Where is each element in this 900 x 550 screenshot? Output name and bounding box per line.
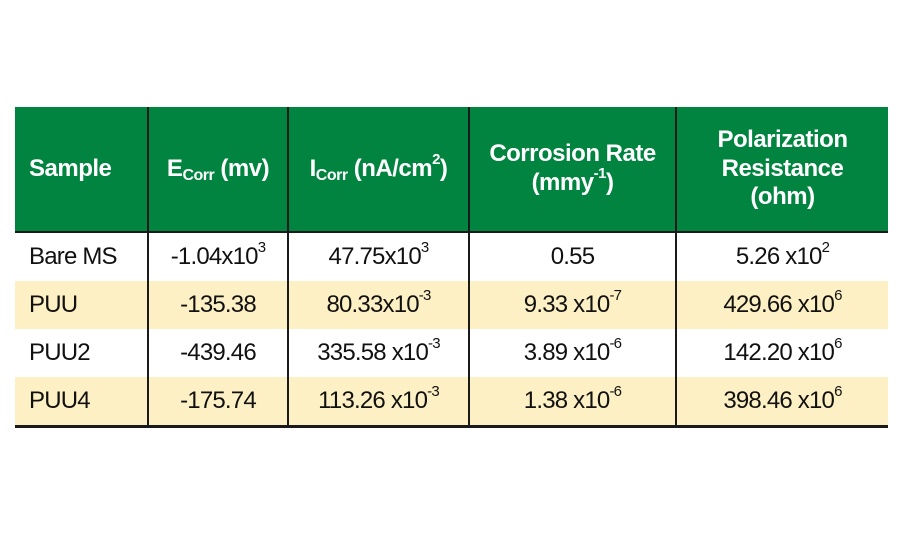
header-icorr-symbol: I	[309, 154, 317, 182]
header-polarization-resistance: Polarization Resistance (ohm)	[675, 107, 888, 232]
cell-value: 0.55	[550, 243, 595, 270]
cell-icorr: 113.26 x10-3	[287, 377, 469, 428]
header-pol-line3: (ohm)	[750, 183, 815, 211]
cell-value: -1.04x10	[170, 243, 259, 270]
table-row: Bare MS -1.04x103 47.75x103 0.55 5.26 x102	[15, 231, 888, 281]
cell-ecorr: -439.46	[147, 329, 288, 377]
cell-sample: PUU	[15, 281, 148, 329]
header-pol-line2: Resistance	[721, 154, 844, 182]
header-rate-unit: (mmy	[531, 169, 595, 196]
header-icorr-unit: (nA/cm	[347, 154, 433, 182]
header-rate-close: )	[605, 169, 614, 196]
header-pol-line1: Polarization	[717, 125, 848, 153]
cell-icorr: 47.75x103	[287, 231, 469, 281]
header-corrosion-rate: Corrosion Rate (mmy-1)	[468, 107, 676, 232]
cell-value: 3.89 x10	[523, 339, 610, 366]
cell-sample: Bare MS	[15, 231, 148, 281]
cell-value: 398.46 x10	[723, 387, 835, 414]
header-ecorr-sub: Corr	[182, 166, 215, 184]
cell-exponent: -3	[428, 335, 441, 352]
cell-value: -135.38	[180, 291, 257, 318]
cell-exponent: 6	[834, 335, 842, 352]
cell-rate: 1.38 x10-6	[468, 377, 676, 428]
cell-exponent: -7	[609, 287, 622, 304]
cell-resistance: 429.66 x106	[675, 281, 888, 329]
cell-ecorr: -175.74	[147, 377, 288, 428]
table-row: PUU -135.38 80.33x10-3 9.33 x10-7 429.66 x10…	[15, 281, 888, 329]
table-row: PUU2 -439.46 335.58 x10-3 3.89 x10-6 142.20 …	[15, 329, 888, 377]
cell-exponent: -3	[427, 383, 440, 400]
corrosion-data-table: Sample ECorr (mv) ICorr (nA/cm2) Corrosi…	[15, 107, 888, 428]
cell-rate: 9.33 x10-7	[468, 281, 676, 329]
cell-exponent: -6	[609, 335, 622, 352]
cell-ecorr: -1.04x103	[147, 231, 288, 281]
header-ecorr-symbol: E	[166, 154, 183, 182]
header-row: Sample ECorr (mv) ICorr (nA/cm2) Corrosi…	[15, 107, 888, 232]
cell-value: -439.46	[180, 339, 257, 366]
cell-value: 429.66 x10	[723, 291, 835, 318]
cell-sample: PUU4	[15, 377, 148, 428]
cell-value: 335.58 x10	[317, 339, 429, 366]
cell-exponent: 3	[420, 239, 429, 256]
cell-rate: 0.55	[468, 231, 676, 281]
header-icorr: ICorr (nA/cm2)	[287, 107, 469, 232]
cell-rate: 3.89 x10-6	[468, 329, 676, 377]
cell-value: 1.38 x10	[523, 387, 610, 414]
cell-value: 9.33 x10	[523, 291, 610, 318]
cell-value: 142.20 x10	[723, 339, 835, 366]
cell-exponent: 2	[821, 239, 830, 256]
cell-ecorr: -135.38	[147, 281, 288, 329]
cell-value: -175.74	[180, 387, 257, 414]
header-ecorr-unit: (mv)	[214, 154, 270, 182]
cell-exponent: -6	[609, 383, 622, 400]
cell-value: 80.33x10	[326, 291, 419, 318]
table-row: PUU4 -175.74 113.26 x10-3 1.38 x10-6 398.46 …	[15, 377, 888, 428]
cell-exponent: -3	[418, 287, 432, 304]
cell-sample: PUU2	[29, 339, 91, 366]
header-ecorr: ECorr (mv)	[147, 107, 288, 232]
cell-resistance: 142.20 x106	[675, 329, 888, 377]
cell-icorr: 80.33x10-3	[287, 281, 469, 329]
cell-exponent: 3	[257, 239, 266, 256]
header-rate-label: Corrosion Rate	[489, 140, 656, 168]
header-sample: Sample	[15, 107, 148, 232]
cell-exponent: 6	[834, 383, 842, 400]
header-icorr-sub: Corr	[315, 166, 348, 184]
cell-value: 5.26 x10	[735, 243, 822, 270]
header-icorr-close: )	[439, 154, 448, 182]
cell-exponent: 6	[834, 287, 842, 304]
header-icorr-sup: 2	[432, 150, 440, 168]
header-rate-sup: -1	[593, 165, 607, 182]
cell-resistance: 398.46 x106	[675, 377, 888, 428]
cell-resistance: 5.26 x102	[675, 231, 888, 281]
cell-icorr: 335.58 x10-3	[287, 329, 469, 377]
cell-value: 47.75x10	[328, 243, 422, 270]
cell-value: 113.26 x10	[318, 387, 428, 414]
